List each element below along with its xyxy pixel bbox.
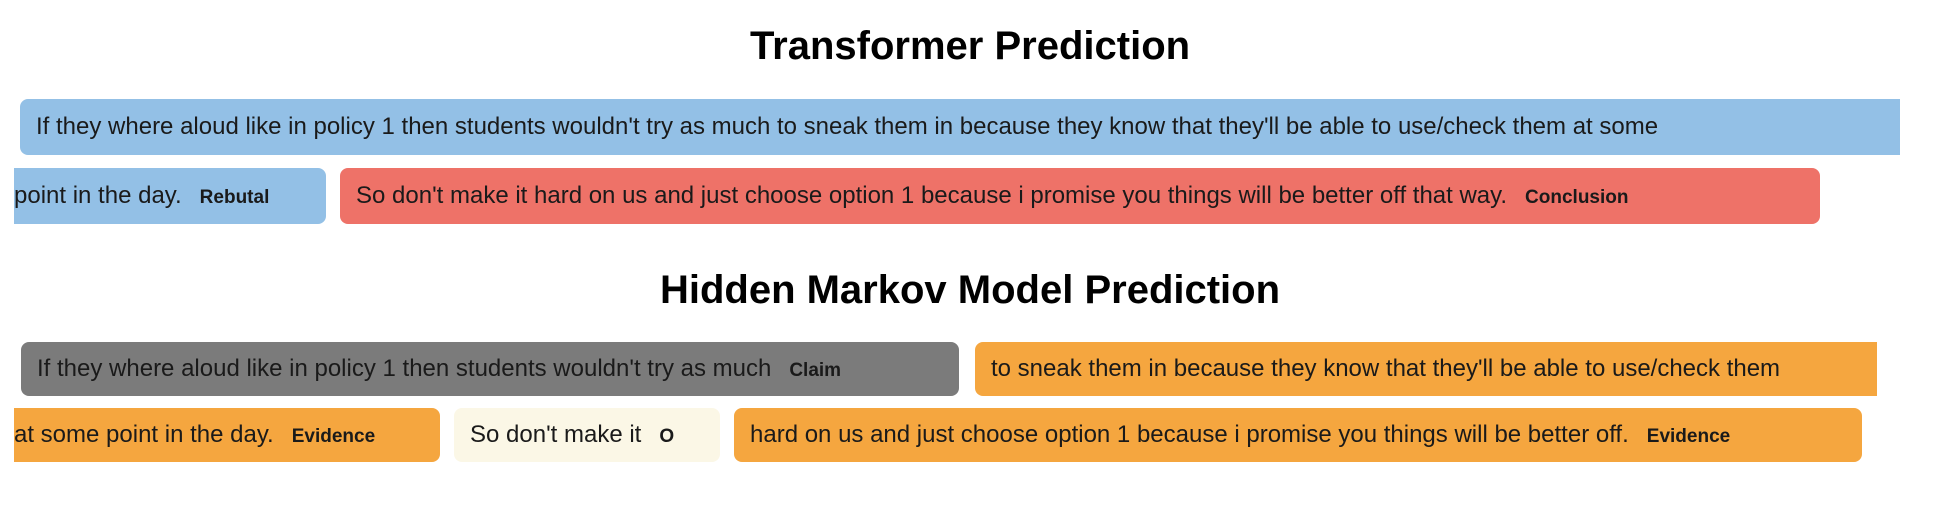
segment-label: O	[659, 426, 675, 447]
segment-text: If they where aloud like in policy 1 the…	[36, 113, 1659, 140]
segment-label: Evidence	[1646, 426, 1731, 447]
segment-text: to sneak them in because they know that …	[991, 355, 1781, 382]
segment-text: So don't make it hard on us and just cho…	[356, 182, 1508, 209]
segment-text: So don't make it	[470, 421, 642, 448]
segment-text: If they where aloud like in policy 1 the…	[37, 355, 772, 382]
transformer-rebutal-segment-line2: point in the day. Rebutal	[14, 168, 326, 224]
segment-text: point in the day.	[14, 182, 182, 209]
segment-text: hard on us and just choose option 1 beca…	[750, 421, 1629, 448]
hmm-o-segment: So don't make it O	[454, 408, 720, 462]
transformer-title: Transformer Prediction	[749, 24, 1191, 68]
hmm-evidence-segment-line2: at some point in the day. Evidence	[14, 408, 440, 462]
transformer-rebutal-segment-line1: If they where aloud like in policy 1 the…	[20, 99, 1900, 155]
segment-label: Claim	[789, 360, 842, 381]
segment-label: Evidence	[291, 426, 376, 447]
segment-label: Conclusion	[1525, 187, 1629, 208]
segment-label: Rebutal	[199, 187, 270, 208]
hmm-evidence-segment-line1: to sneak them in because they know that …	[975, 342, 1877, 396]
transformer-conclusion-segment: So don't make it hard on us and just cho…	[340, 168, 1820, 224]
hmm-evidence-segment-2: hard on us and just choose option 1 beca…	[734, 408, 1862, 462]
segment-text: at some point in the day.	[14, 421, 274, 448]
hmm-claim-segment: If they where aloud like in policy 1 the…	[21, 342, 959, 396]
hmm-title: Hidden Markov Model Prediction	[659, 268, 1281, 312]
